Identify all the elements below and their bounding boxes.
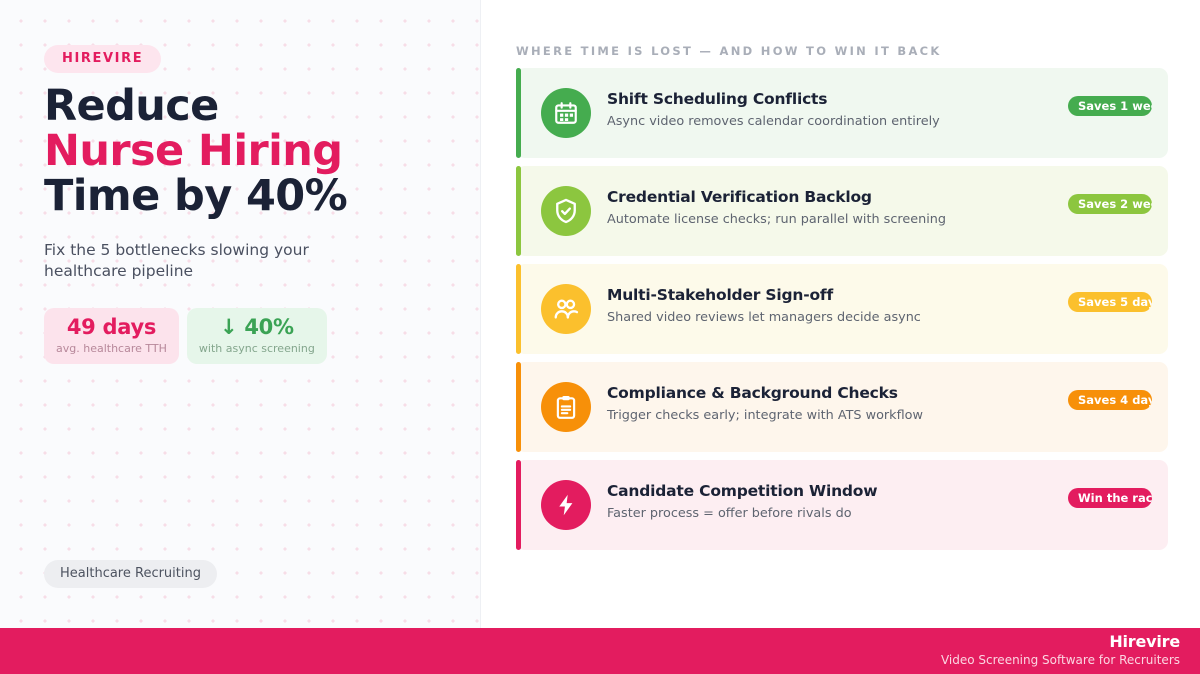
bolt-icon — [541, 480, 591, 530]
headline-line-3: Time by 40% — [44, 171, 348, 221]
card-title: Candidate Competition Window — [607, 482, 878, 500]
card-description: Automate license checks; run parallel wi… — [607, 212, 946, 227]
stat-value: ↓ 40% — [220, 315, 294, 339]
footer-brand-name: Hirevire — [1109, 632, 1180, 651]
card-title: Compliance & Background Checks — [607, 384, 898, 402]
subheadline: Fix the 5 bottlenecks slowing your healt… — [44, 241, 309, 280]
right-content-panel: WHERE TIME IS LOST — AND HOW TO WIN IT B… — [481, 0, 1200, 628]
card-text-block: Credential Verification Backlog Automate … — [607, 187, 1048, 229]
bottleneck-card[interactable]: Compliance & Background Checks Trigger ch… — [516, 362, 1168, 452]
card-accent-bar — [516, 460, 521, 550]
card-title: Multi-Stakeholder Sign-off — [607, 286, 833, 304]
bottleneck-card[interactable]: Multi-Stakeholder Sign-off Shared video r… — [516, 264, 1168, 354]
card-title: Credential Verification Backlog — [607, 188, 872, 206]
clipboard-icon — [541, 382, 591, 432]
card-description: Trigger checks early; integrate with ATS… — [607, 408, 923, 423]
card-text-block: Candidate Competition Window Faster proce… — [607, 481, 1048, 523]
stat-chip-reduction: ↓ 40% with async screening — [186, 308, 327, 364]
card-savings-badge: Saves 2 weeks — [1068, 194, 1152, 214]
card-description: Shared video reviews let managers decide… — [607, 310, 921, 325]
bottleneck-card[interactable]: Credential Verification Backlog Automate … — [516, 166, 1168, 256]
stat-chip-tth: 49 days avg. healthcare TTH — [44, 308, 179, 364]
card-title: Shift Scheduling Conflicts — [607, 90, 828, 108]
category-tag: Healthcare Recruiting — [44, 560, 217, 588]
headline-accent-line: Nurse Hiring — [44, 126, 343, 176]
card-text-block: Multi-Stakeholder Sign-off Shared video r… — [607, 285, 1048, 327]
shield-check-icon — [541, 186, 591, 236]
card-text-block: Shift Scheduling Conflicts Async video re… — [607, 89, 1048, 131]
headline-line-1: Reduce — [44, 81, 219, 131]
bottleneck-card[interactable]: Shift Scheduling Conflicts Async video re… — [516, 68, 1168, 158]
bottleneck-card[interactable]: Candidate Competition Window Faster proce… — [516, 460, 1168, 550]
calendar-icon — [541, 88, 591, 138]
card-description: Faster process = offer before rivals do — [607, 506, 852, 521]
footer-tagline: Video Screening Software for Recruiters — [940, 653, 1180, 667]
card-savings-badge: Saves 5 days — [1068, 292, 1152, 312]
card-description: Async video removes calendar coordinatio… — [607, 114, 940, 129]
card-savings-badge: Win the race — [1068, 488, 1152, 508]
bottleneck-card-list: Shift Scheduling Conflicts Async video re… — [516, 68, 1168, 558]
card-savings-badge: Saves 1 week — [1068, 96, 1152, 116]
card-accent-bar — [516, 166, 521, 256]
stats-row: 49 days avg. healthcare TTH ↓ 40% with a… — [44, 308, 327, 364]
brand-badge: HIREVIRE — [44, 45, 162, 73]
stat-label: with async screening — [198, 342, 315, 355]
card-savings-badge: Saves 4 days — [1068, 390, 1152, 410]
section-label: WHERE TIME IS LOST — AND HOW TO WIN IT B… — [516, 44, 942, 58]
card-text-block: Compliance & Background Checks Trigger ch… — [607, 383, 1048, 425]
card-accent-bar — [516, 68, 521, 158]
stat-label: avg. healthcare TTH — [56, 342, 167, 355]
page-title: Reduce Nurse Hiring Time by 40% — [44, 84, 444, 219]
card-accent-bar — [516, 264, 521, 354]
stat-value: 49 days — [66, 315, 157, 339]
card-accent-bar — [516, 362, 521, 452]
footer-bar: Hirevire Video Screening Software for Re… — [0, 628, 1200, 674]
left-hero-panel: HIREVIRE Reduce Nurse Hiring Time by 40%… — [0, 0, 481, 628]
users-icon — [541, 284, 591, 334]
